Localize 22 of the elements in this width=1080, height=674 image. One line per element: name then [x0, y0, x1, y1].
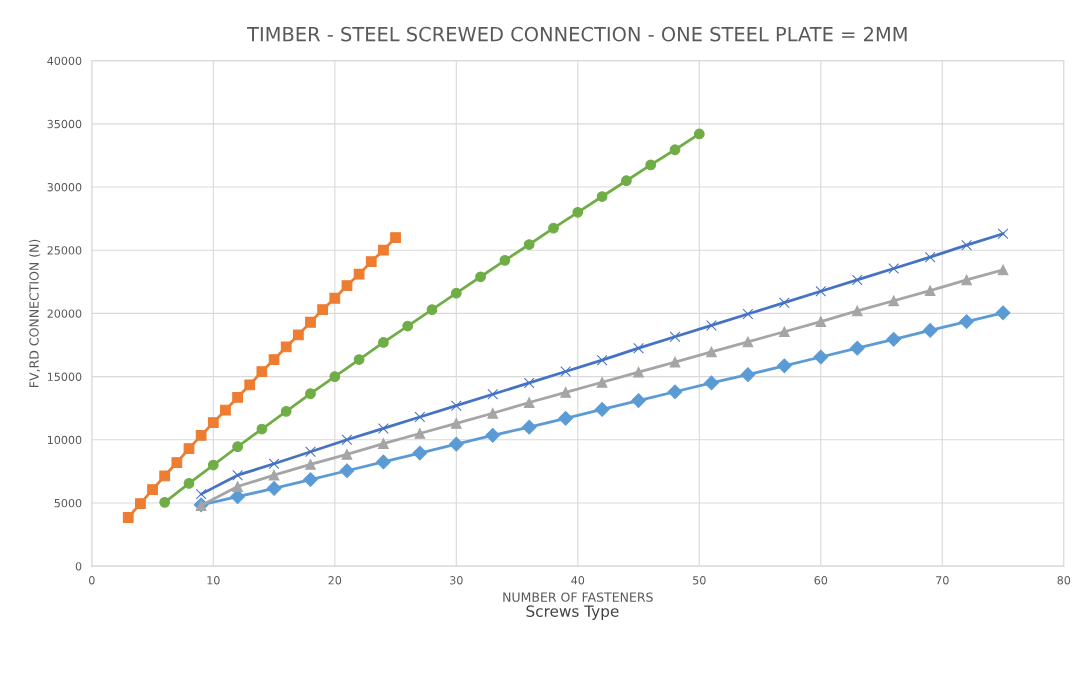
y-tick-label: 35000: [47, 119, 82, 129]
y-tick-label: 40000: [47, 56, 82, 66]
x-tick-label: 70: [936, 576, 949, 585]
y-tick-label: 20000: [47, 309, 82, 318]
y-tick-label: 30000: [47, 183, 82, 192]
y-tick-label: 25000: [47, 246, 82, 255]
x-tick-label: 60: [814, 576, 828, 585]
text: Screws Type: [526, 605, 619, 620]
y-tick-label: 5000: [54, 498, 82, 508]
x-tick-label: 0: [89, 576, 95, 585]
y-axis-title: FV,RD CONNECTION (N): [29, 239, 41, 387]
x-axis-title: NUMBER OF FASTENERS: [503, 592, 653, 602]
chart-title: TIMBER - STEEL SCREWED CONNECTION - ONE STEEL PLATE = 2MM: [247, 26, 907, 42]
x-tick-label: 20: [328, 576, 342, 585]
x-tick-label: 50: [693, 576, 706, 585]
x-tick-label: 80: [1057, 576, 1071, 585]
x-tick-label: 40: [571, 576, 585, 585]
y-tick-label: 15000: [47, 372, 82, 381]
x-tick-label: 30: [450, 576, 463, 585]
x-tick-label: 10: [207, 576, 220, 585]
y-tick-label: 0: [75, 562, 82, 571]
y-tick-label: 10000: [47, 435, 82, 445]
